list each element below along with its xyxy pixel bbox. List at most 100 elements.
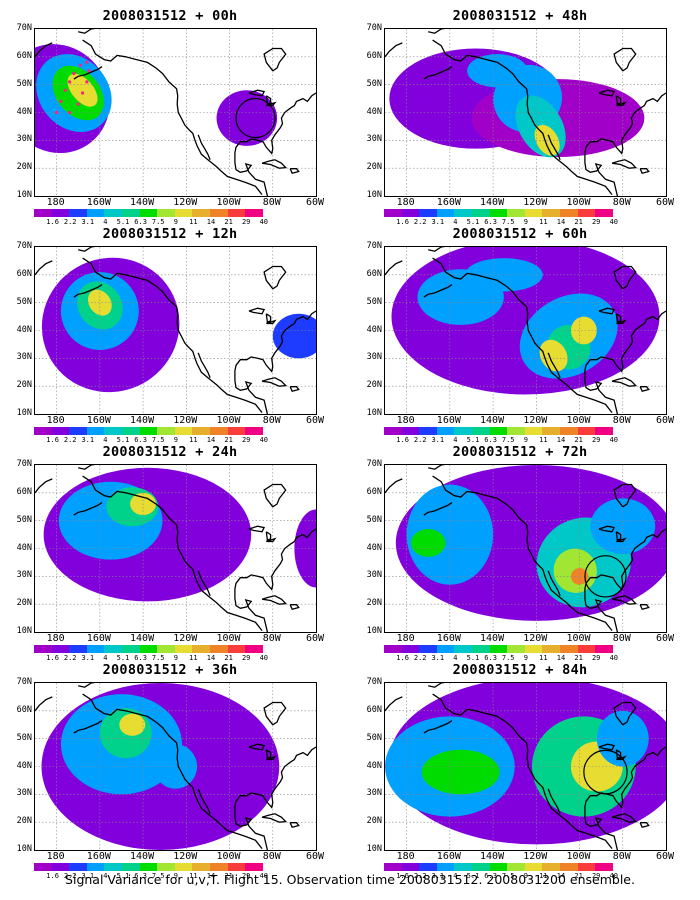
flight-track-point xyxy=(59,99,63,103)
colorbar-swatch xyxy=(51,645,70,653)
colorbar-swatch xyxy=(454,645,472,653)
colorbar-swatch xyxy=(227,645,246,653)
colorbar-swatch xyxy=(51,209,70,217)
coastline xyxy=(584,746,666,850)
lon-tick-label: 120W xyxy=(523,415,548,426)
lat-tick-label: 40N xyxy=(16,324,32,335)
flight-track-point xyxy=(78,63,82,67)
lat-tick-label: 10N xyxy=(366,626,382,636)
flight-track-point xyxy=(67,80,72,84)
colorbar-tick-label: 29 xyxy=(241,654,251,662)
lat-tick-label: 70N xyxy=(366,459,382,469)
colorbar-tick-label: 7.5 xyxy=(151,436,165,444)
lon-tick-label: 160W xyxy=(436,415,461,426)
lon-tick-label: 140W xyxy=(480,415,505,426)
colorbar-tick-label: 2.2 xyxy=(413,654,427,662)
lat-tick-label: 10N xyxy=(16,844,32,854)
colorbar-swatch xyxy=(524,645,543,653)
colorbar-tick-label: 5.1 xyxy=(466,872,480,880)
colorbar-swatch xyxy=(245,427,263,435)
variance-contour xyxy=(119,713,146,736)
colorbar-swatch xyxy=(86,427,105,435)
coastline xyxy=(584,310,666,414)
colorbar-tick-label: 2.2 xyxy=(413,436,427,444)
colorbar-swatch xyxy=(454,427,472,435)
colorbar-swatch xyxy=(227,863,246,871)
colorbar-tick-label: 4 xyxy=(103,436,108,444)
colorbar-tick-label: 11 xyxy=(539,872,548,880)
coastline xyxy=(73,66,103,80)
lat-tick-label: 30N xyxy=(366,570,382,581)
coastline xyxy=(432,257,613,414)
lat-tick-label: 50N xyxy=(366,78,382,89)
colorbar-tick-label: 5.1 xyxy=(466,218,480,226)
colorbar-swatch xyxy=(419,645,437,653)
colorbar-tick-label: 6.3 xyxy=(134,654,147,662)
colorbar-tick-label: 4 xyxy=(453,872,458,880)
colorbar-tick-label: 1.6 xyxy=(46,654,59,662)
colorbar-tick-label: 5.1 xyxy=(116,872,130,880)
lon-tick-label: 80W xyxy=(612,415,631,426)
colorbar-swatch xyxy=(524,209,543,217)
map-panel: 2008031512 + 12h 70N 60N 50N 40N 30N 20N 10N 180… xyxy=(0,226,340,451)
coastline xyxy=(248,89,266,97)
coastline xyxy=(423,720,453,734)
lat-tick-label: 30N xyxy=(366,352,382,363)
lat-tick-label: 60N xyxy=(366,268,382,279)
coastline xyxy=(266,537,277,543)
coastline xyxy=(78,247,96,252)
colorbar-swatch xyxy=(471,209,490,217)
lat-tick-label: 30N xyxy=(16,352,32,363)
colorbar-tick-label: 4 xyxy=(453,218,458,226)
lat-tick-label: 60N xyxy=(16,268,32,279)
colorbar-tick-label: 4 xyxy=(103,218,108,226)
colorbar-swatch xyxy=(419,427,437,435)
lat-tick-label: 10N xyxy=(366,190,382,200)
colorbar-tick-label: 6.3 xyxy=(134,872,147,880)
map-panel: 2008031512 + 60h 70N 60N 50N 40N 30N 20N 10N 180… xyxy=(350,226,690,451)
colorbar-tick-label: 1.6 xyxy=(396,218,409,226)
coastline xyxy=(613,47,637,72)
colorbar-swatch xyxy=(104,645,122,653)
lon-tick-label: 140W xyxy=(130,415,155,426)
coastline xyxy=(428,247,446,252)
colorbar-swatch xyxy=(86,209,105,217)
colorbar-tick-label: 6.3 xyxy=(484,218,497,226)
coastline xyxy=(547,352,561,379)
lat-tick-label: 70N xyxy=(366,241,382,251)
coastline xyxy=(261,159,288,169)
lon-tick-label: 120W xyxy=(523,851,548,862)
lat-tick-label: 70N xyxy=(366,677,382,687)
lon-tick-label: 120W xyxy=(173,197,198,208)
lat-tick-label: 60N xyxy=(16,50,32,61)
colorbar-swatch xyxy=(559,645,578,653)
figure-caption: Signal Variance for u,v,T. Flight 15. Ob… xyxy=(65,872,635,887)
colorbar-swatch xyxy=(489,863,508,871)
verification-region-circle xyxy=(235,97,276,139)
flight-track-point xyxy=(80,91,85,95)
colorbar-swatch xyxy=(559,209,578,217)
colorbar xyxy=(34,645,263,653)
colorbar-swatch xyxy=(69,209,87,217)
panel-title: 2008031512 + 60h xyxy=(452,226,588,242)
colorbar-swatch xyxy=(192,427,210,435)
colorbar-tick-label: 7.5 xyxy=(501,872,515,880)
flight-track-point xyxy=(55,110,59,115)
lon-tick-label: 180 xyxy=(46,851,65,862)
lon-tick-label: 120W xyxy=(173,851,198,862)
variance-contour xyxy=(467,54,528,88)
colorbar-swatch xyxy=(209,863,228,871)
lat-tick-label: 40N xyxy=(366,760,382,771)
lon-tick-label: 80W xyxy=(612,633,631,644)
colorbar-tick-label: 40 xyxy=(609,654,619,662)
colorbar-swatch xyxy=(139,863,158,871)
lon-tick-label: 80W xyxy=(612,851,631,862)
lat-tick-label: 30N xyxy=(16,788,32,799)
colorbar-tick-label: 7.5 xyxy=(501,218,515,226)
colorbar-swatch xyxy=(34,645,52,653)
colorbar-swatch xyxy=(34,427,52,435)
colorbar-tick-label: 29 xyxy=(241,218,251,226)
colorbar-swatch xyxy=(524,863,543,871)
colorbar-tick-label: 40 xyxy=(259,436,269,444)
colorbar-tick-label: 3.1 xyxy=(431,218,445,226)
